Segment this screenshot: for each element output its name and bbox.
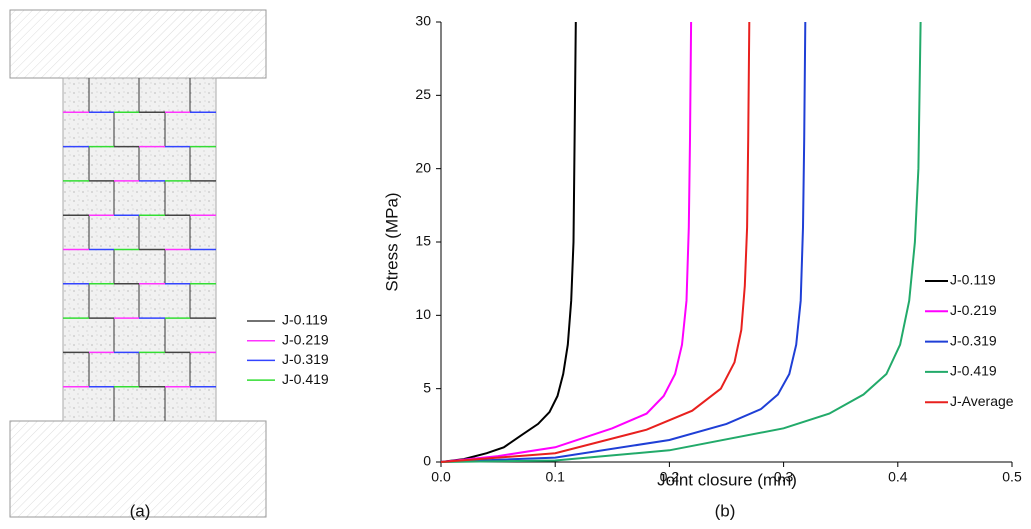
y-tick-label: 15 — [415, 233, 431, 249]
specimen-diagram: (a) J-0.119 J-0.219 J-0.319 J-0.419 — [9, 9, 329, 520]
legend-label: J-0.319 — [950, 332, 997, 348]
legend-label: J-0.219 — [950, 302, 997, 318]
x-tick-label: 0.5 — [1002, 469, 1022, 485]
legend-label: J-0.119 — [950, 272, 996, 288]
x-tick-label: 0.1 — [545, 469, 565, 485]
x-tick-label: 0.2 — [660, 469, 680, 485]
x-axis-label: Joint closure (mm) — [657, 470, 797, 489]
data-line — [440, 21, 577, 463]
caption: (a) — [130, 501, 151, 520]
x-tick-label: 0.3 — [774, 469, 794, 485]
data-line — [440, 21, 807, 463]
bottom-platen — [9, 420, 267, 518]
legend-label: J-0.319 — [282, 351, 329, 367]
y-tick-label: 10 — [415, 306, 431, 322]
x-tick-label: 0.4 — [888, 469, 908, 485]
y-tick-label: 0 — [423, 453, 431, 469]
y-tick-label: 5 — [423, 379, 431, 395]
legend-label: J-0.119 — [282, 312, 328, 328]
data-line — [440, 21, 922, 463]
legend-label: J-0.419 — [282, 371, 329, 387]
y-tick-label: 25 — [415, 86, 431, 102]
top-platen — [9, 9, 267, 79]
y-tick-label: 20 — [415, 159, 431, 175]
legend-label: J-0.419 — [950, 363, 997, 379]
legend-label: J-Average — [950, 393, 1014, 409]
y-tick-label: 30 — [415, 13, 431, 29]
x-tick-label: 0.0 — [431, 469, 451, 485]
data-line — [440, 21, 751, 463]
data-line — [440, 21, 693, 463]
caption: (b) — [715, 501, 736, 520]
legend-label: J-0.219 — [282, 331, 329, 347]
y-axis-label: Stress (MPa) — [382, 192, 401, 291]
